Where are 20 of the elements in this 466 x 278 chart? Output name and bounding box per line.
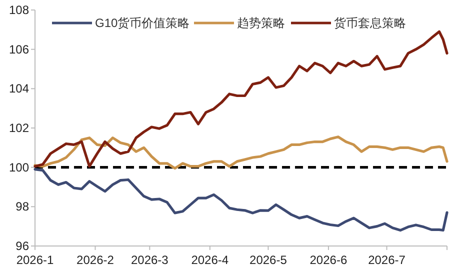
x-tick-label: 2026-6 [310,253,348,267]
y-tick-label: 104 [8,82,30,96]
x-tick-label: 2026-4 [191,253,229,267]
x-tick-label: 2026-2 [76,253,114,267]
y-tick-label: 108 [8,3,30,17]
line-series [34,168,448,232]
y-tick-label: 100 [8,160,30,174]
y-tick-label: 96 [16,239,30,253]
x-tick-label: 2026-3 [130,253,169,267]
line-series [34,30,448,168]
legend-label: 货币套息策略 [334,16,406,30]
x-tick-label: 2026-1 [16,253,54,267]
legend-label: G10货币价值策略 [95,16,190,30]
legend-label: 趋势策略 [237,16,285,30]
y-tick-label: 102 [8,121,30,135]
line-series [34,136,448,170]
y-tick-label: 98 [16,200,30,214]
x-tick-label: 2026-5 [250,253,288,267]
x-tick-label: 2026-7 [368,253,406,267]
y-tick-label: 106 [8,42,30,56]
